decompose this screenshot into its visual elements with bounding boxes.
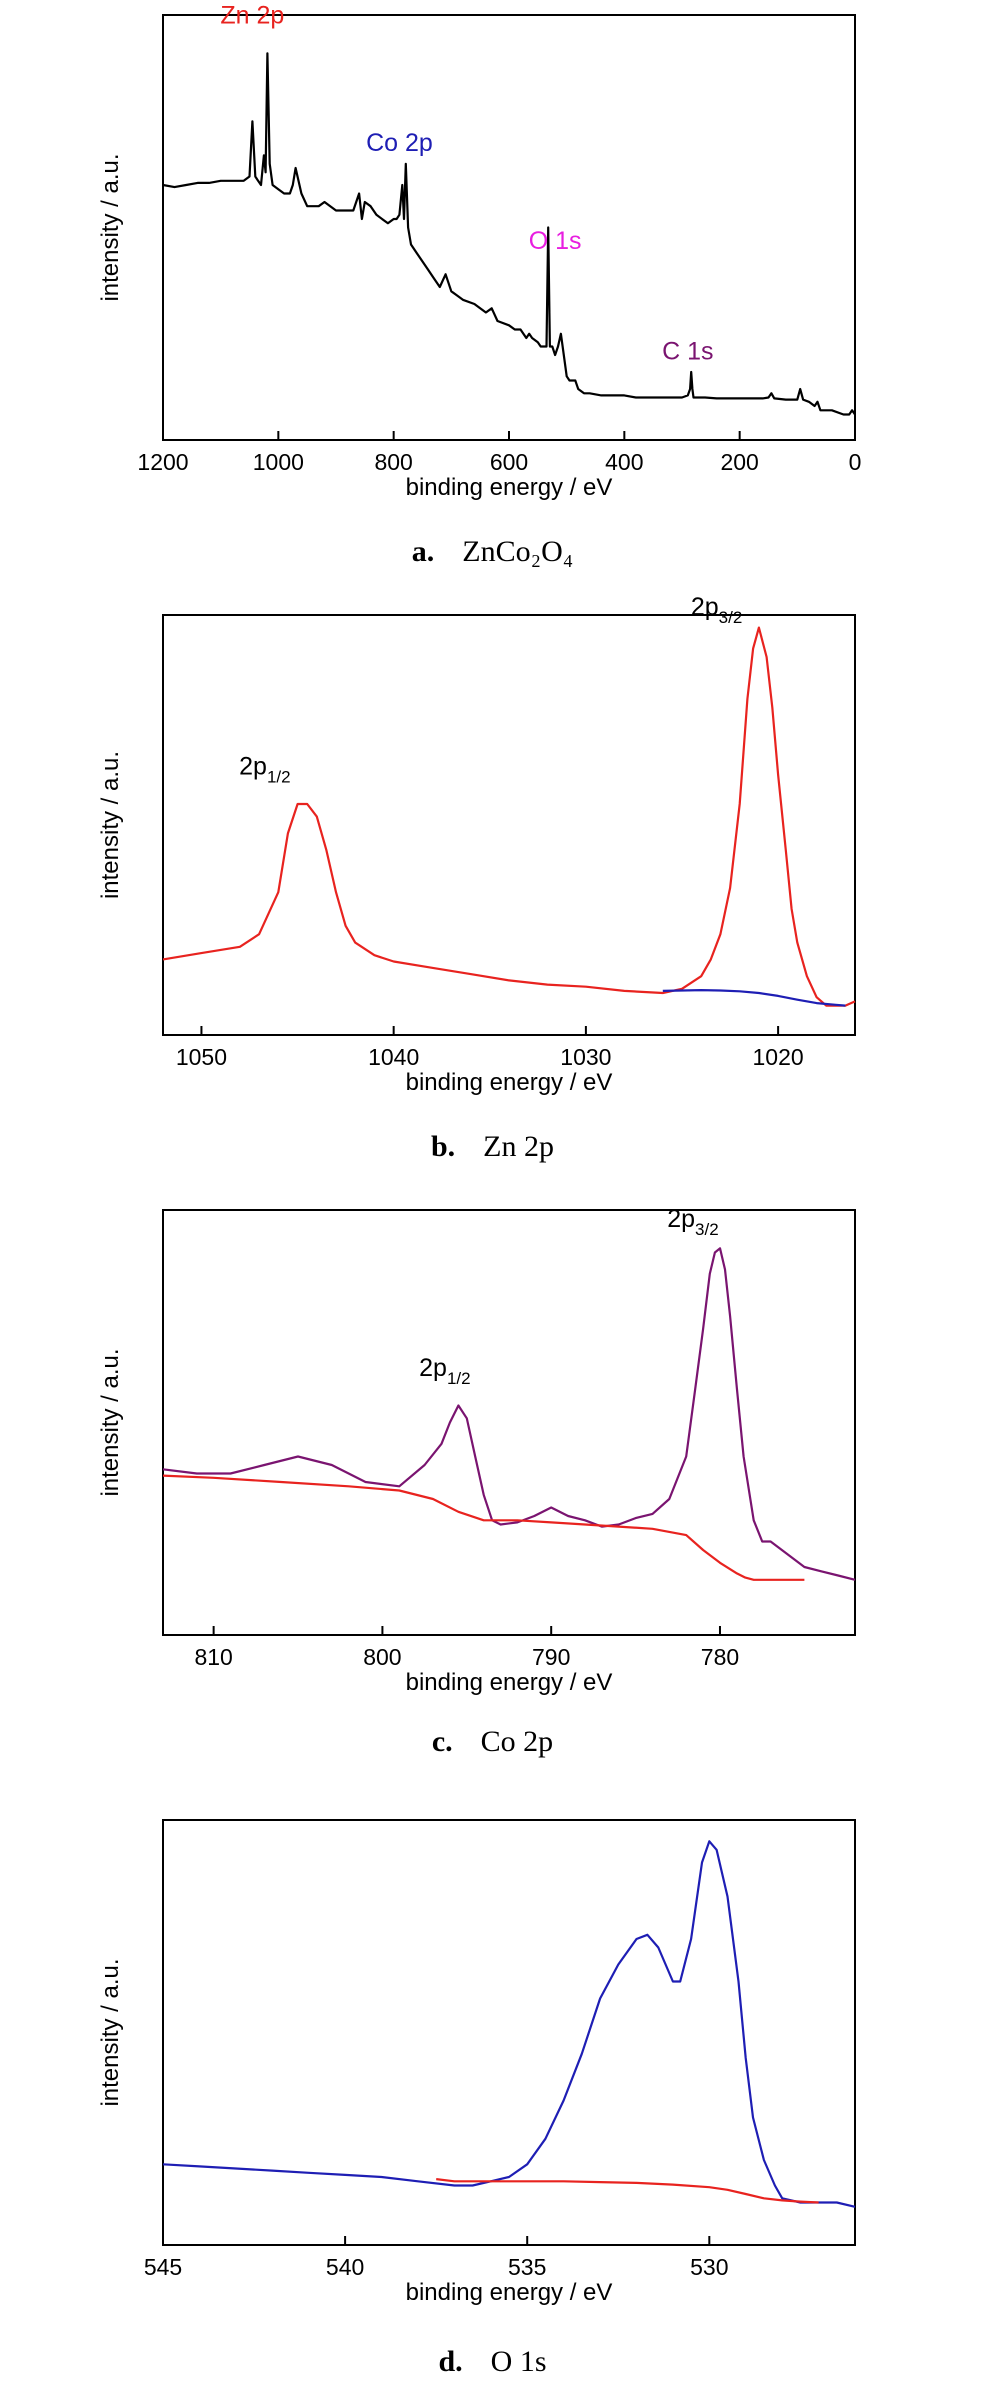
x-tick-label: 540 bbox=[326, 2254, 364, 2280]
peak-label-subscript: 3/2 bbox=[719, 608, 743, 627]
x-tick-label: 535 bbox=[508, 2254, 546, 2280]
caption-text: Zn 2p bbox=[483, 1130, 554, 1163]
peak-label: 2p3/2 bbox=[667, 1205, 718, 1239]
caption-text: O 1s bbox=[490, 2345, 547, 2378]
x-tick-label: 0 bbox=[849, 449, 862, 475]
peak-label-text: C 1s bbox=[662, 337, 713, 365]
peak-label: O 1s bbox=[529, 227, 582, 255]
x-tick-label: 790 bbox=[532, 1644, 570, 1670]
x-tick-label: 200 bbox=[720, 449, 758, 475]
series-line-0 bbox=[162, 1840, 856, 2208]
y-axis-title: intensity / a.u. bbox=[97, 1958, 124, 2106]
x-axis-title: binding energy / eV bbox=[406, 2279, 613, 2306]
x-tick-label: 810 bbox=[194, 1644, 232, 1670]
x-tick-label: 1020 bbox=[753, 1044, 804, 1070]
chart-a: 1200 1000 800 600 400 200 0 binding energy / eV… bbox=[97, 2, 862, 502]
caption-d: d. O 1s bbox=[0, 2345, 985, 2379]
x-tick-label: 530 bbox=[690, 2254, 728, 2280]
peak-label-text: 2p bbox=[419, 1354, 447, 1382]
caption-text: Co 2p bbox=[480, 1725, 554, 1758]
x-tick-label: 780 bbox=[701, 1644, 739, 1670]
peak-label-text: Co 2p bbox=[366, 129, 433, 157]
peak-label: Co 2p bbox=[366, 129, 433, 157]
x-tick-label: 800 bbox=[363, 1644, 401, 1670]
chart-panel-c: 810 800 790 780 binding energy / eV intensity… bbox=[0, 1195, 985, 1775]
peak-label-text: Zn 2p bbox=[220, 2, 284, 30]
caption-text: ZnCo₂O₄ bbox=[462, 535, 574, 568]
x-tick-label: 600 bbox=[490, 449, 528, 475]
peak-label-text: 2p bbox=[239, 753, 267, 781]
caption-c: c. Co 2p bbox=[0, 1725, 985, 1759]
series-line-1 bbox=[162, 1474, 805, 1581]
plot-frame bbox=[162, 1819, 856, 2246]
y-axis-title: intensity / a.u. bbox=[97, 751, 124, 899]
x-axis-title: binding energy / eV bbox=[406, 1069, 613, 1096]
caption-letter: d. bbox=[438, 2345, 463, 2378]
chart-d: 545 540 535 530 binding energy / eV intensity… bbox=[97, 1819, 856, 2306]
series-line-0 bbox=[162, 52, 856, 416]
peak-label-text: O 1s bbox=[529, 227, 582, 255]
plot-frame bbox=[162, 614, 856, 1036]
caption-letter: a. bbox=[411, 535, 435, 568]
x-tick-label: 800 bbox=[374, 449, 412, 475]
series-line-0 bbox=[162, 626, 856, 1007]
x-axis-title: binding energy / eV bbox=[406, 474, 613, 501]
chart-b: 1050 1040 1030 1020 binding energy / eV inten… bbox=[97, 593, 856, 1096]
y-axis-title: intensity / a.u. bbox=[97, 1348, 124, 1496]
peak-label: Zn 2p bbox=[220, 2, 284, 30]
chart-panel-b: 1050 1040 1030 1020 binding energy / eV inten… bbox=[0, 593, 985, 1170]
x-tick-label: 545 bbox=[144, 2254, 182, 2280]
caption-a: a. ZnCo₂O₄ bbox=[0, 535, 985, 569]
x-tick-label: 1030 bbox=[560, 1044, 611, 1070]
peak-label-text: 2p bbox=[667, 1205, 695, 1233]
x-tick-label: 1000 bbox=[253, 449, 304, 475]
series-line-1 bbox=[436, 2178, 819, 2204]
x-tick-label: 1040 bbox=[368, 1044, 419, 1070]
peak-label-text: 2p bbox=[691, 593, 719, 621]
peak-label-subscript: 1/2 bbox=[267, 768, 291, 787]
peak-label: 2p1/2 bbox=[239, 753, 290, 787]
series-line-1 bbox=[662, 989, 846, 1007]
caption-letter: c. bbox=[431, 1725, 453, 1758]
chart-panel-a: 1200 1000 800 600 400 200 0 binding energy / eV… bbox=[0, 0, 985, 570]
y-axis-title: intensity / a.u. bbox=[97, 153, 124, 301]
chart-c: 810 800 790 780 binding energy / eV intensity… bbox=[97, 1205, 856, 1696]
x-tick-label: 1050 bbox=[176, 1044, 227, 1070]
series-line-0 bbox=[162, 1247, 856, 1581]
peak-label: 2p1/2 bbox=[419, 1354, 470, 1388]
chart-panel-d: 545 540 535 530 binding energy / eV intensity… bbox=[0, 1805, 985, 2392]
x-tick-label: 400 bbox=[605, 449, 643, 475]
peak-label: 2p3/2 bbox=[691, 593, 742, 627]
peak-label: C 1s bbox=[662, 337, 713, 365]
peak-label-subscript: 3/2 bbox=[695, 1220, 719, 1239]
caption-b: b. Zn 2p bbox=[0, 1130, 985, 1164]
caption-letter: b. bbox=[430, 1130, 456, 1163]
plot-frame bbox=[162, 1209, 856, 1636]
peak-label-subscript: 1/2 bbox=[447, 1369, 471, 1388]
x-tick-label: 1200 bbox=[137, 449, 188, 475]
x-axis-title: binding energy / eV bbox=[406, 1669, 613, 1696]
